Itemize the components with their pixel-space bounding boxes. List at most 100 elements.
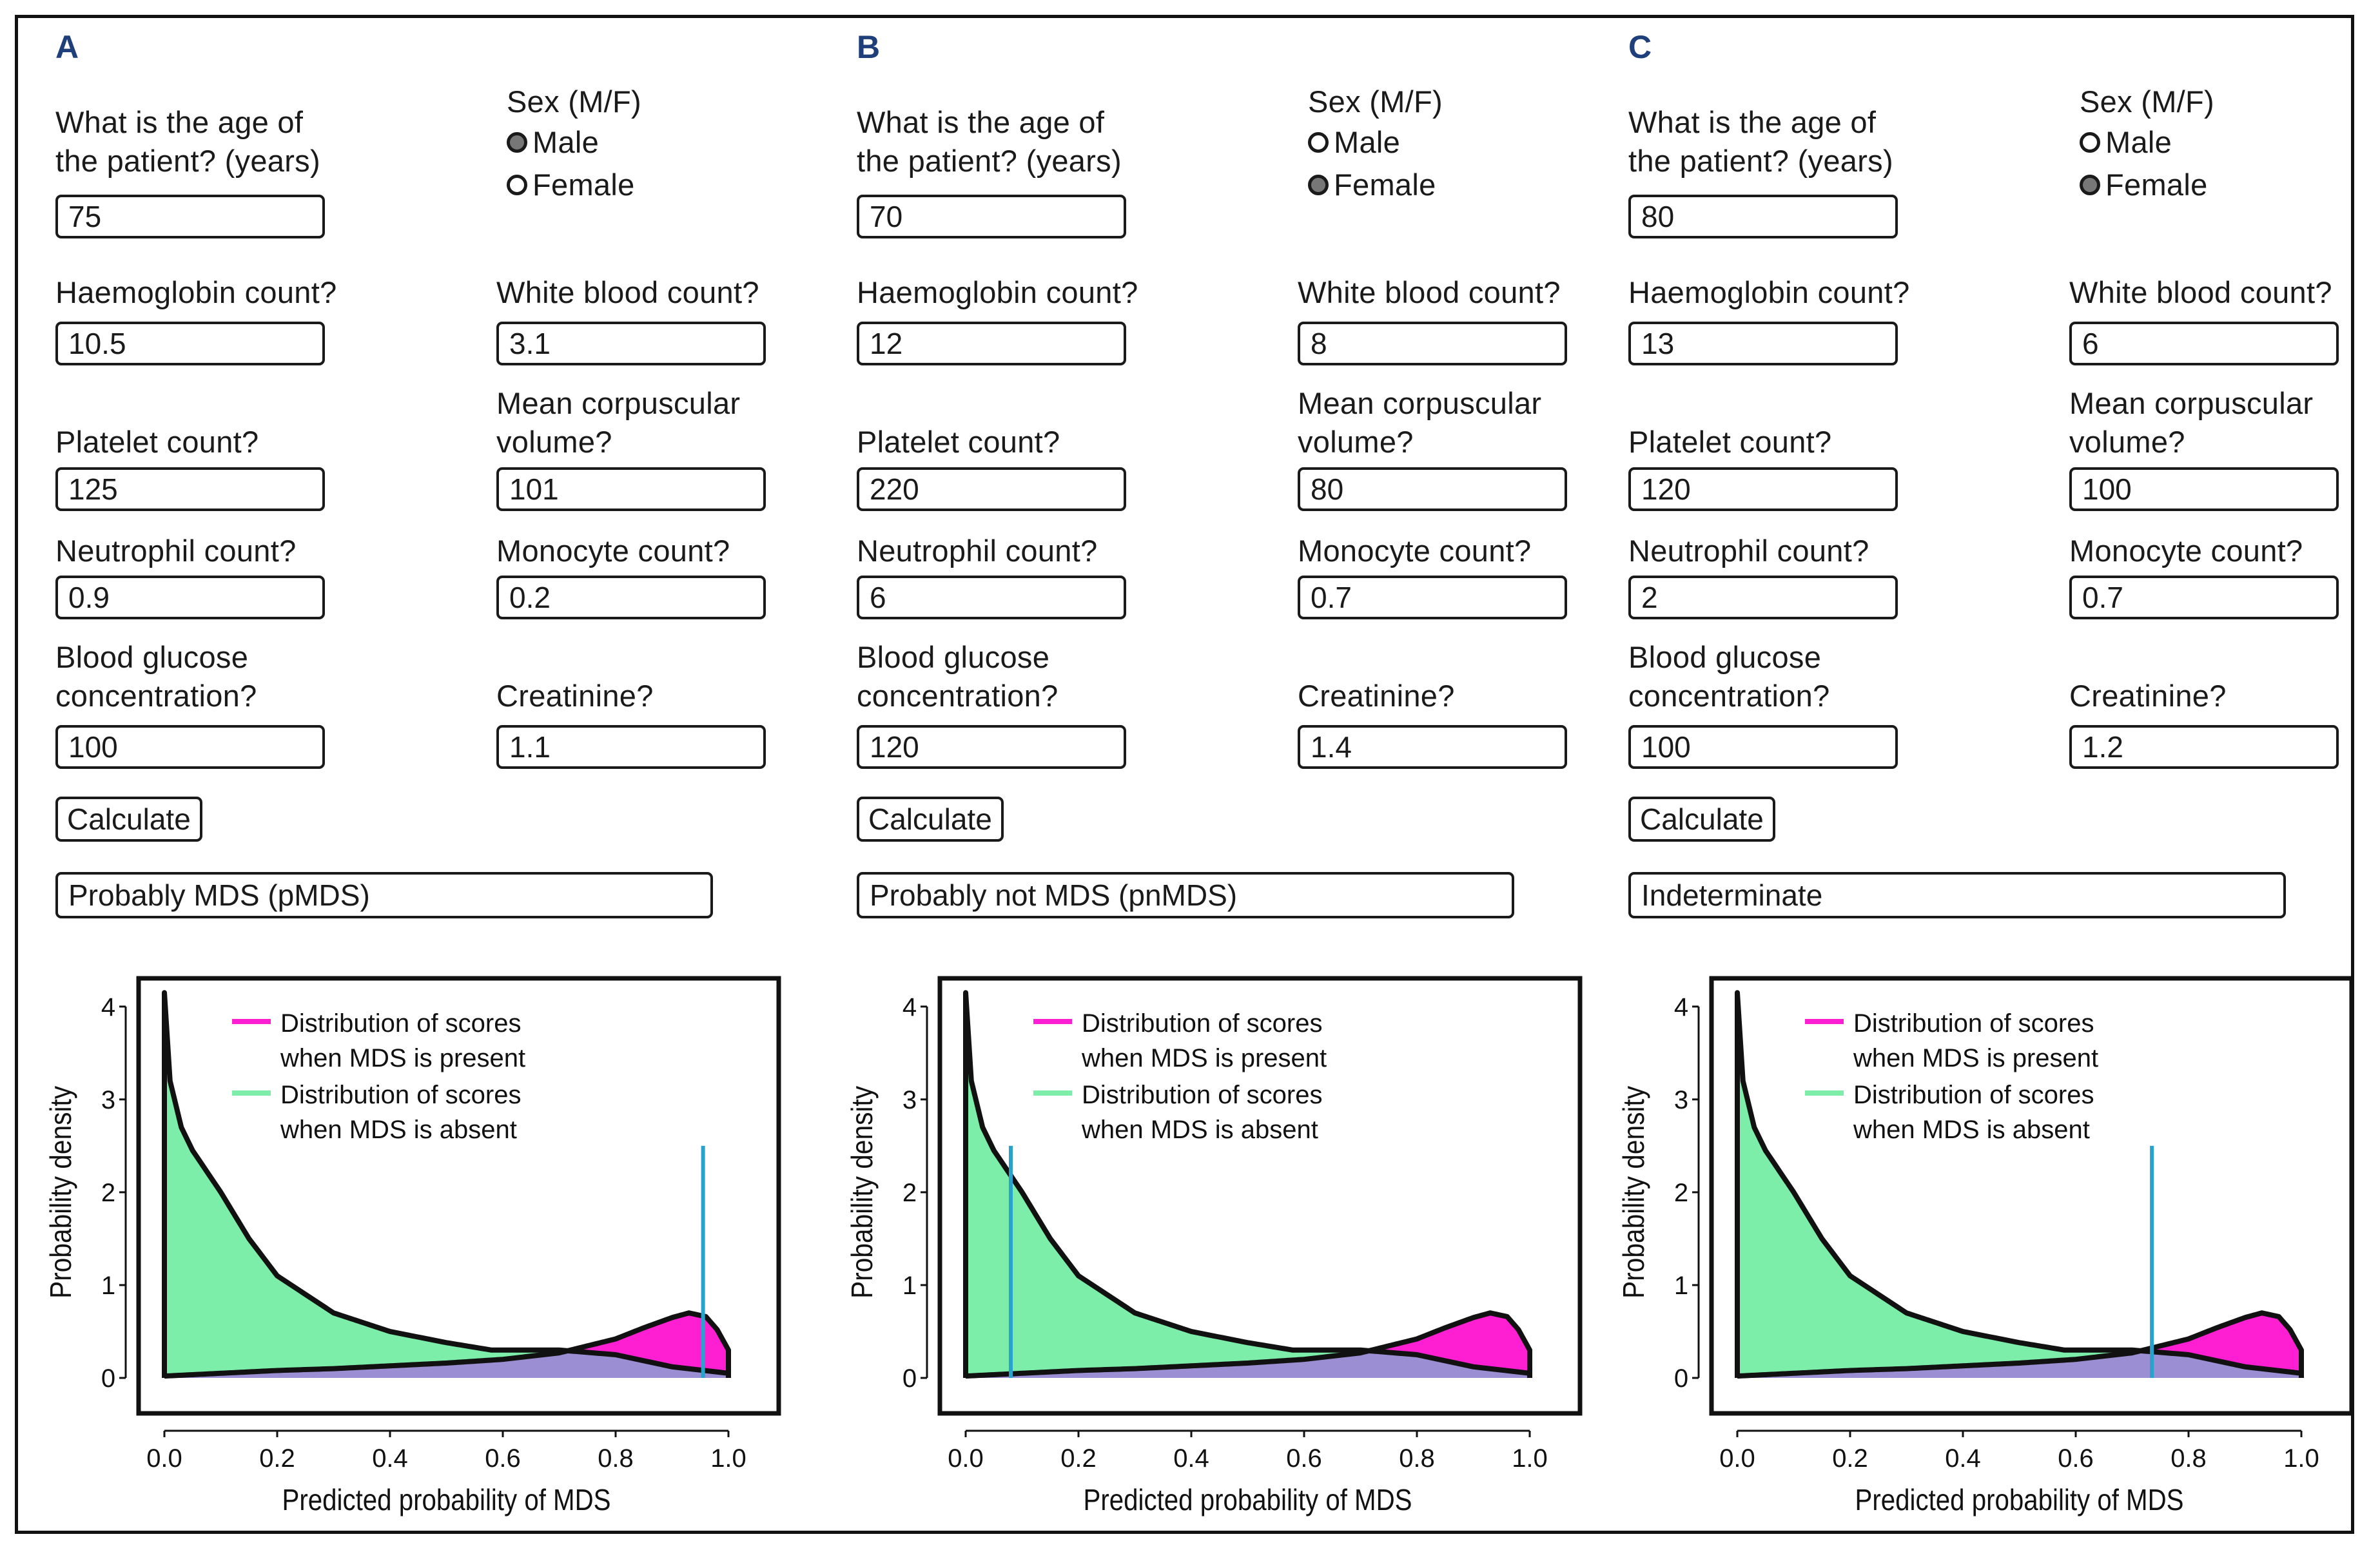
series-present-line [1735, 1310, 2304, 1379]
calculate-button[interactable]: Calculate [1628, 797, 1775, 842]
age-input[interactable]: 80 [1628, 195, 1898, 238]
x-tick-label: 0.8 [2170, 1444, 2207, 1473]
haemoglobin-input[interactable]: 10.5 [55, 322, 325, 365]
neutrophil-input[interactable]: 2 [1628, 576, 1898, 619]
calculate-button[interactable]: Calculate [857, 797, 1004, 842]
y-tick-label: 1 [1674, 1272, 1688, 1300]
series-absent-line [963, 990, 1532, 1378]
x-tick-label: 0.2 [1832, 1444, 1868, 1473]
figure-frame [15, 15, 2354, 1534]
neutrophil-input[interactable]: 6 [857, 576, 1126, 619]
male-radio[interactable] [1308, 131, 1329, 153]
haemoglobin-label: Haemoglobin count? [857, 275, 1138, 309]
male-radio[interactable] [2080, 131, 2100, 153]
monocyte-input[interactable]: 0.7 [1298, 576, 1567, 619]
age-label-line2: the patient? (years) [857, 144, 1122, 178]
haemoglobin-input[interactable]: 12 [857, 322, 1126, 365]
x-tick-label: 0.4 [1945, 1444, 1981, 1473]
creatinine-input[interactable]: 1.2 [2069, 725, 2339, 769]
y-tick-label: 1 [101, 1272, 115, 1300]
mcv-label-line1: Mean corpuscular [496, 386, 741, 420]
legend-absent-line1: Distribution of scores [1853, 1081, 2094, 1109]
white-blood-count-label: White blood count? [2069, 275, 2332, 309]
platelet-input[interactable]: 125 [55, 467, 325, 511]
x-axis-title: Predicted probability of MDS [282, 1483, 611, 1516]
calculator-panel-a: A What is the age of the patient? (years… [13, 18, 786, 1526]
legend-present-line1: Distribution of scores [1082, 1009, 1322, 1038]
y-tick-label: 4 [902, 993, 917, 1022]
platelet-label: Platelet count? [55, 425, 259, 459]
y-axis-title: Probability density [44, 1086, 77, 1299]
glucose-input[interactable]: 100 [1628, 725, 1898, 769]
y-tick-label: 2 [101, 1179, 115, 1207]
neutrophil-label: Neutrophil count? [1628, 534, 1869, 568]
series-present-line [963, 1310, 1532, 1379]
platelet-input[interactable]: 220 [857, 467, 1126, 511]
sex-option-male[interactable]: Male [507, 122, 599, 162]
calculate-button[interactable]: Calculate [55, 797, 202, 842]
female-radio[interactable] [1308, 174, 1329, 195]
haemoglobin-label: Haemoglobin count? [1628, 275, 1910, 309]
neutrophil-input[interactable]: 0.9 [55, 576, 325, 619]
sex-option-male[interactable]: Male [2080, 122, 2172, 162]
y-tick-label: 0 [101, 1364, 115, 1393]
creatinine-input[interactable]: 1.1 [496, 725, 766, 769]
white-blood-count-input[interactable]: 8 [1298, 322, 1567, 365]
x-tick-label: 1.0 [2283, 1444, 2319, 1473]
sex-label: Sex (M/F) [1308, 84, 1443, 119]
age-label-line1: What is the age of [857, 105, 1105, 139]
mcv-label-line2: volume? [496, 425, 612, 459]
x-tick-label: 0.2 [259, 1444, 295, 1473]
monocyte-input[interactable]: 0.2 [496, 576, 766, 619]
age-input[interactable]: 70 [857, 195, 1126, 238]
male-radio[interactable] [507, 131, 527, 153]
neutrophil-label: Neutrophil count? [857, 534, 1098, 568]
mcv-input[interactable]: 80 [1298, 467, 1567, 511]
creatinine-input[interactable]: 1.4 [1298, 725, 1567, 769]
white-blood-count-label: White blood count? [496, 275, 759, 309]
female-radio[interactable] [507, 174, 527, 195]
glucose-label-line1: Blood glucose [55, 640, 249, 674]
legend-present-line1: Distribution of scores [1853, 1009, 2094, 1038]
x-tick-label: 1.0 [710, 1444, 746, 1473]
age-label-line2: the patient? (years) [55, 144, 320, 178]
mcv-input[interactable]: 101 [496, 467, 766, 511]
result-output: Probably not MDS (pnMDS) [857, 872, 1514, 918]
legend-absent-line2: when MDS is absent [280, 1116, 517, 1144]
x-tick-label: 0.4 [372, 1444, 408, 1473]
female-radio[interactable] [2080, 174, 2100, 195]
legend-present-line2: when MDS is present [1853, 1044, 2098, 1072]
y-tick-label: 1 [902, 1272, 917, 1300]
series-absent-area [1737, 993, 2301, 1378]
sex-label: Sex (M/F) [2080, 84, 2214, 119]
sex-option-female[interactable]: Female [1308, 165, 1436, 204]
mcv-label-line2: volume? [2069, 425, 2185, 459]
glucose-label-line1: Blood glucose [1628, 640, 1822, 674]
age-input[interactable]: 75 [55, 195, 325, 238]
creatinine-label: Creatinine? [496, 679, 654, 713]
neutrophil-label: Neutrophil count? [55, 534, 297, 568]
sex-option-female[interactable]: Female [507, 165, 635, 204]
x-axis-title: Predicted probability of MDS [1084, 1483, 1412, 1516]
sex-label: Sex (M/F) [507, 84, 641, 119]
female-radio-label: Female [2105, 168, 2208, 202]
legend-absent-line2: when MDS is absent [1081, 1116, 1318, 1144]
glucose-input[interactable]: 100 [55, 725, 325, 769]
haemoglobin-input[interactable]: 13 [1628, 322, 1898, 365]
white-blood-count-input[interactable]: 6 [2069, 322, 2339, 365]
legend-present-line2: when MDS is present [280, 1044, 525, 1072]
mcv-input[interactable]: 100 [2069, 467, 2339, 511]
result-output: Probably MDS (pMDS) [55, 872, 713, 918]
panel-letter: B [857, 29, 881, 65]
creatinine-label: Creatinine? [1298, 679, 1455, 713]
x-tick-label: 0.4 [1173, 1444, 1209, 1473]
platelet-input[interactable]: 120 [1628, 467, 1898, 511]
series-absent-area [966, 993, 1530, 1378]
monocyte-input[interactable]: 0.7 [2069, 576, 2339, 619]
x-tick-label: 0.6 [1286, 1444, 1322, 1473]
sex-option-female[interactable]: Female [2080, 165, 2208, 204]
sex-option-male[interactable]: Male [1308, 122, 1400, 162]
glucose-input[interactable]: 120 [857, 725, 1126, 769]
legend-absent-line2: when MDS is absent [1853, 1116, 2090, 1144]
white-blood-count-input[interactable]: 3.1 [496, 322, 766, 365]
